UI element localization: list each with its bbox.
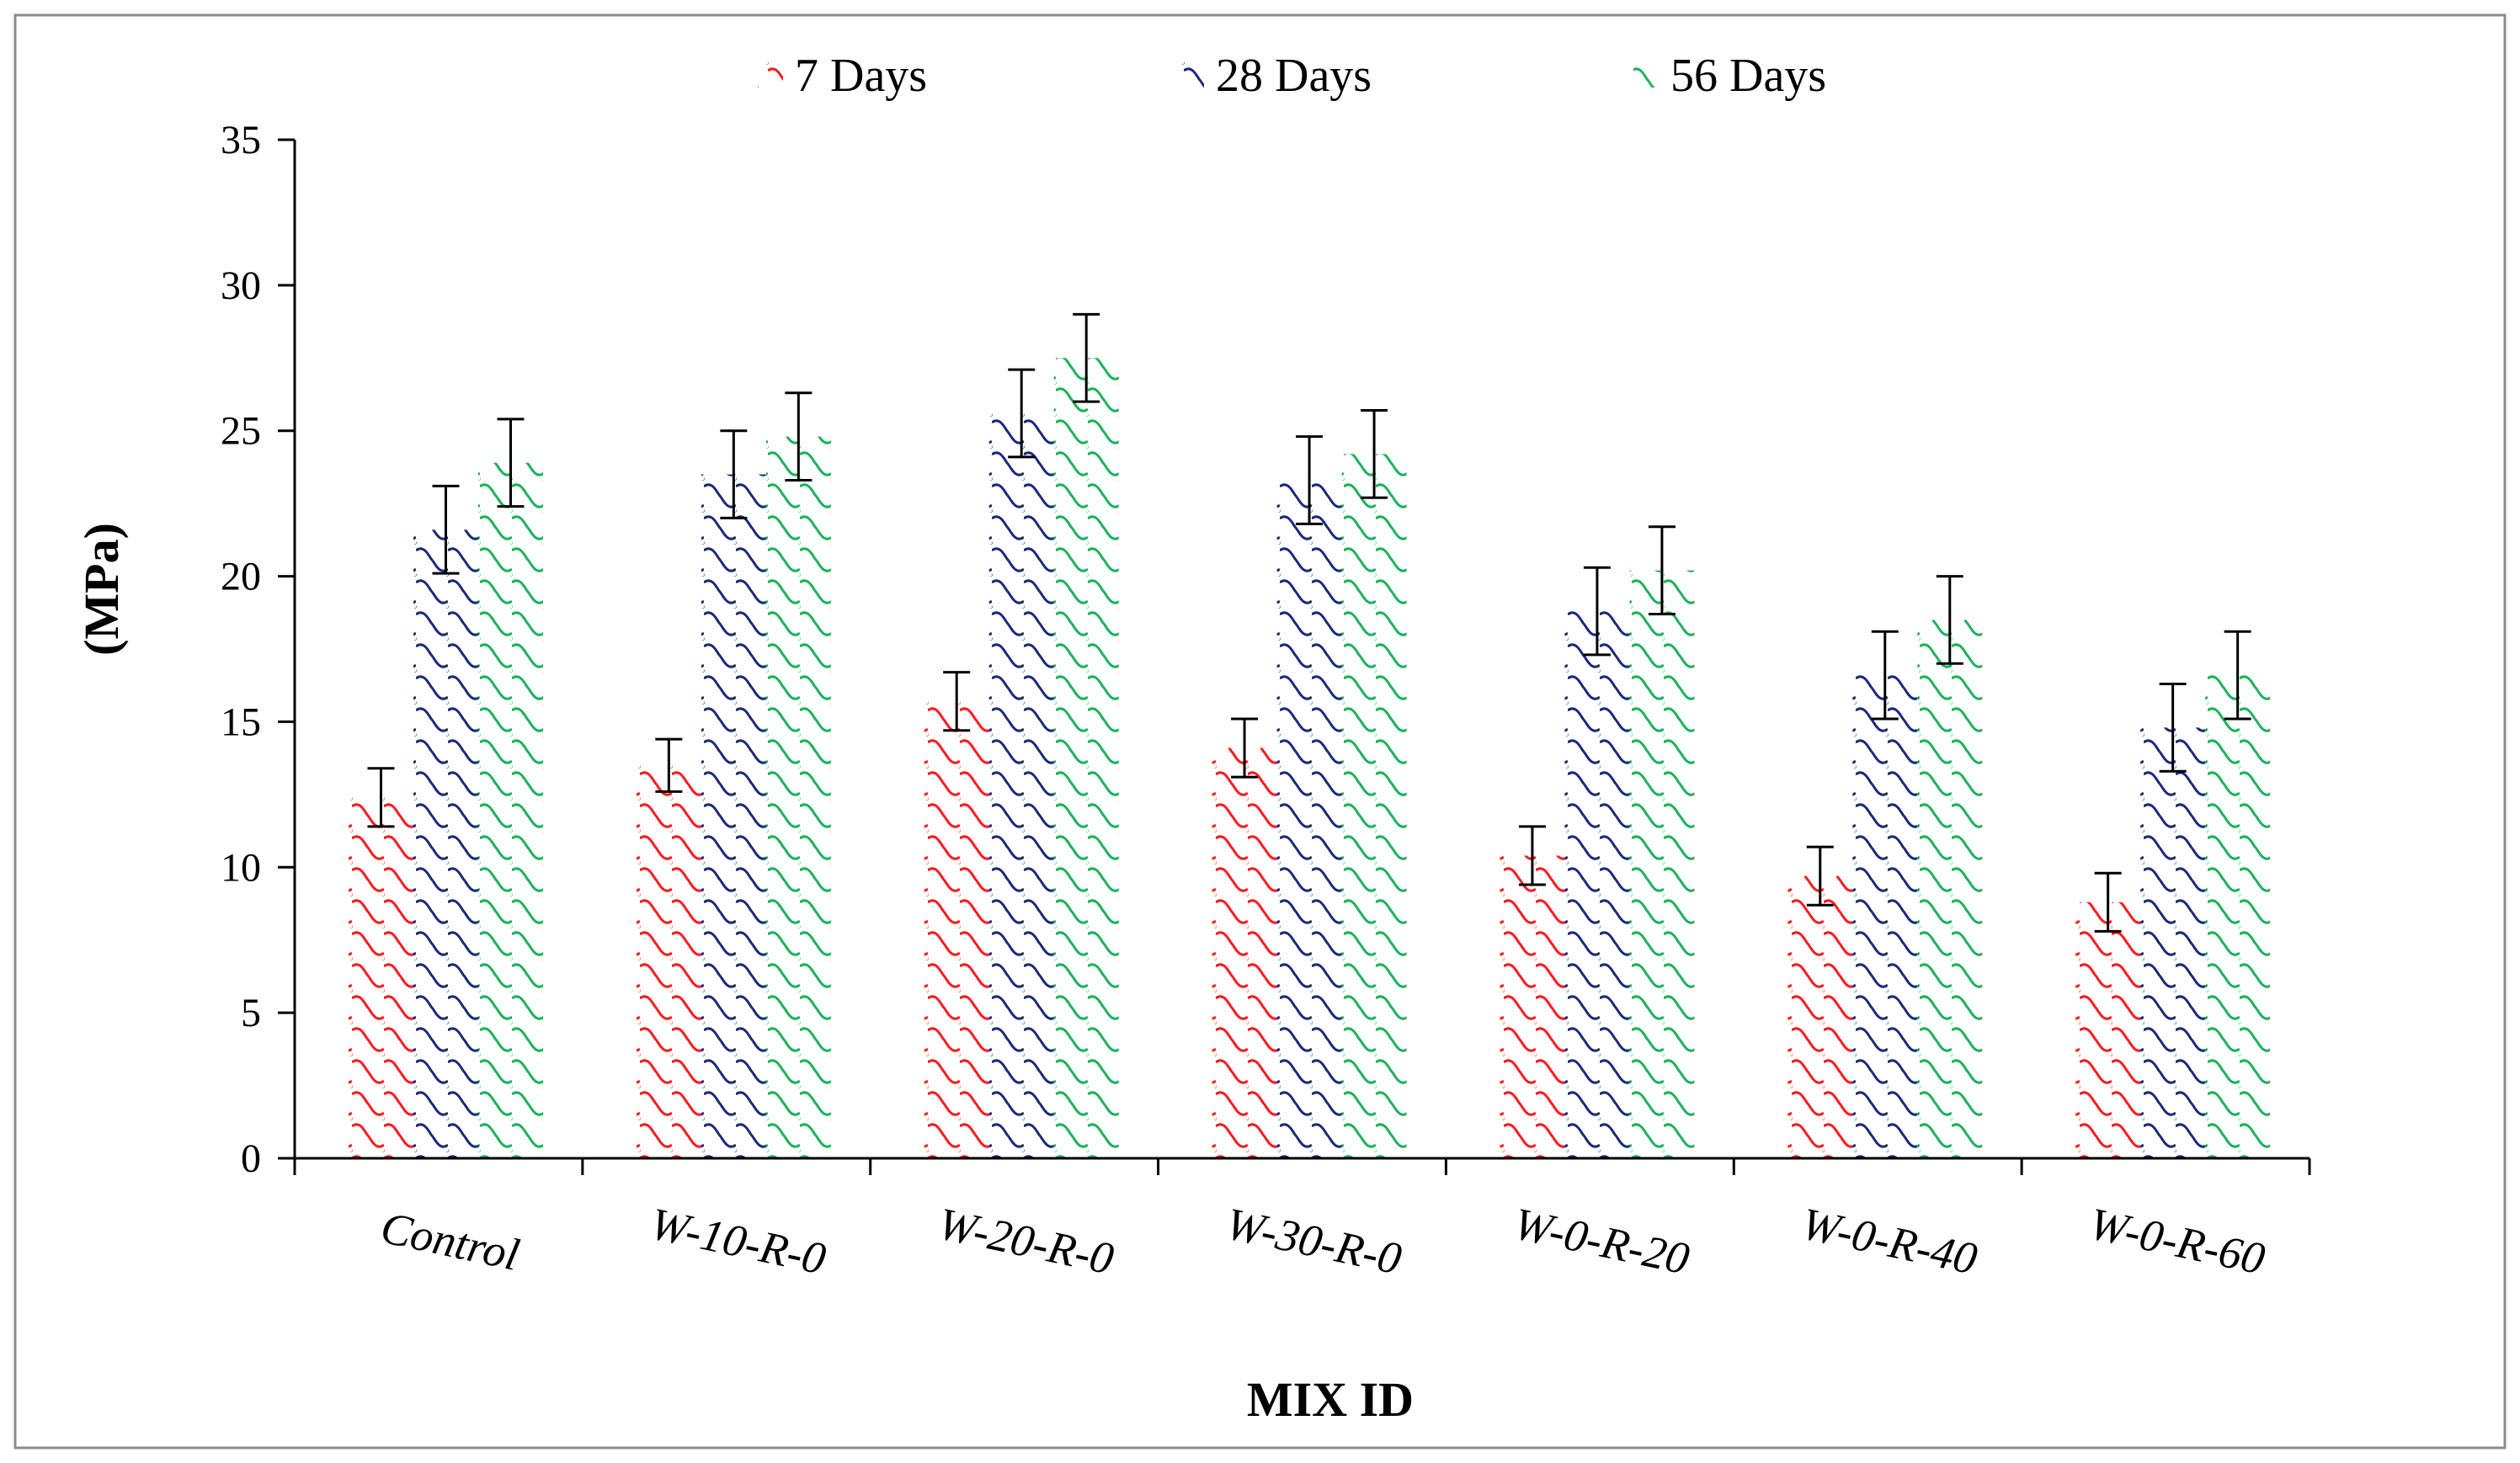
error-bar — [1008, 368, 1036, 459]
bar-28-days-control — [413, 529, 478, 1158]
legend-item: 7 Days — [758, 50, 927, 102]
bar-56-days-w-10-r-0 — [765, 436, 831, 1158]
error-bar — [432, 484, 460, 575]
error-bar — [1871, 630, 1899, 721]
legend-swatch — [758, 62, 783, 88]
bar-28-days-w-20-r-0 — [988, 412, 1054, 1158]
error-bar — [655, 737, 683, 793]
bar-7-days-w-30-r-0 — [1212, 747, 1277, 1158]
error-bar — [367, 767, 395, 828]
error-bar — [720, 429, 748, 519]
bar-56-days-w-0-r-40 — [1917, 620, 1983, 1158]
legend-item: 56 Days — [1633, 50, 1826, 102]
bar-7-days-w-10-r-0 — [636, 765, 701, 1158]
legend-swatch — [1633, 62, 1659, 88]
bar-56-days-w-30-r-0 — [1341, 454, 1407, 1158]
legend-item: 28 Days — [1179, 50, 1372, 102]
bar-7-days-control — [349, 797, 413, 1158]
bar-28-days-w-30-r-0 — [1276, 480, 1342, 1158]
bar-7-days-w-0-r-40 — [1787, 875, 1853, 1158]
error-bar — [1648, 525, 1676, 616]
y-tick-label: 20 — [221, 555, 261, 599]
legend-swatch — [1179, 62, 1204, 88]
y-tick-label: 0 — [241, 1136, 261, 1181]
y-axis-title: (MPa) — [74, 523, 129, 656]
error-bar — [2224, 630, 2251, 721]
error-bar — [2094, 871, 2122, 933]
bar-28-days-w-0-r-60 — [2140, 727, 2206, 1158]
y-tick-label: 10 — [221, 845, 261, 890]
error-bar — [2159, 682, 2187, 773]
x-axis-title: MIX ID — [1247, 1372, 1414, 1427]
bar-7-days-w-0-r-60 — [2075, 902, 2141, 1158]
error-bar — [1518, 825, 1546, 886]
error-bar — [1806, 845, 1834, 907]
legend-label: 7 Days — [795, 50, 927, 102]
bar-56-days-w-20-r-0 — [1053, 358, 1119, 1158]
bar-56-days-w-0-r-60 — [2205, 675, 2271, 1158]
bar-7-days-w-20-r-0 — [924, 701, 989, 1158]
error-bar — [1296, 435, 1324, 525]
error-bar — [1583, 566, 1611, 657]
error-bar — [497, 418, 525, 508]
error-bar — [1936, 575, 1963, 665]
bar-56-days-control — [478, 462, 543, 1158]
legend: 7 Days 28 Days 56 Days — [758, 50, 1826, 102]
legend-label: 56 Days — [1670, 50, 1826, 102]
bar-28-days-w-0-r-20 — [1564, 611, 1630, 1158]
error-bar — [1361, 409, 1388, 499]
y-tick-label: 30 — [221, 263, 261, 308]
y-tick-label: 35 — [221, 118, 261, 162]
bar-7-days-w-0-r-20 — [1500, 855, 1565, 1158]
error-bars-group — [367, 312, 2251, 933]
y-tick-label: 25 — [221, 409, 261, 454]
bar-56-days-w-0-r-20 — [1629, 570, 1695, 1158]
bars-group — [349, 358, 2271, 1158]
error-bar — [943, 671, 971, 732]
legend-label: 28 Days — [1216, 50, 1372, 102]
bar-28-days-w-10-r-0 — [701, 474, 766, 1158]
y-tick-label: 15 — [221, 700, 261, 744]
error-bar — [1073, 312, 1100, 403]
error-bar — [1231, 717, 1259, 779]
bar-28-days-w-0-r-40 — [1852, 675, 1918, 1158]
y-tick-label: 5 — [241, 991, 261, 1035]
error-bar — [785, 391, 812, 481]
